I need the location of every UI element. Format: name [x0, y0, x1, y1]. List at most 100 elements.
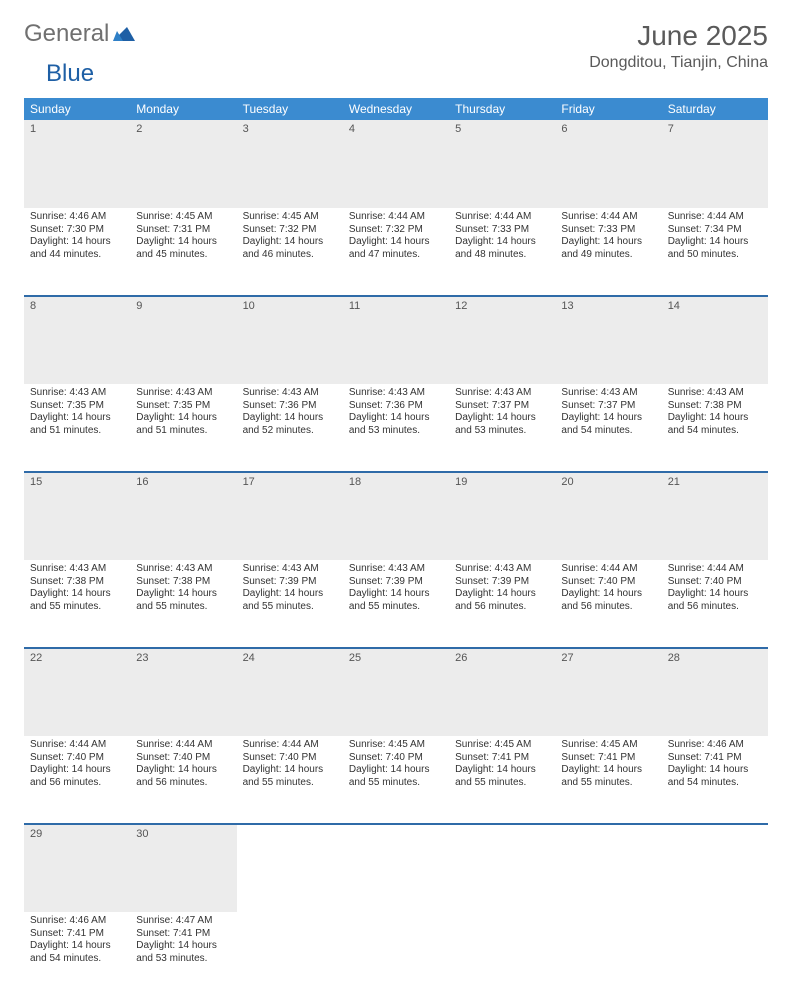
day-ss: Sunset: 7:34 PM	[668, 224, 762, 237]
day-sr: Sunrise: 4:44 AM	[243, 739, 337, 752]
dayname-header-row: Sunday Monday Tuesday Wednesday Thursday…	[24, 98, 768, 120]
day-ss: Sunset: 7:39 PM	[455, 576, 549, 589]
day-d1: Daylight: 14 hours	[243, 236, 337, 249]
day-sr: Sunrise: 4:43 AM	[243, 387, 337, 400]
day-ss: Sunset: 7:41 PM	[30, 928, 124, 941]
day-sr: Sunrise: 4:44 AM	[455, 211, 549, 224]
calendar-table: Sunday Monday Tuesday Wednesday Thursday…	[24, 98, 768, 1000]
day-content-cell: Sunrise: 4:44 AMSunset: 7:33 PMDaylight:…	[449, 208, 555, 296]
day-number-cell: 19	[449, 472, 555, 560]
day-content-cell: Sunrise: 4:43 AMSunset: 7:38 PMDaylight:…	[662, 384, 768, 472]
day-number-cell	[449, 824, 555, 912]
day-sr: Sunrise: 4:44 AM	[349, 211, 443, 224]
day-d1: Daylight: 14 hours	[243, 764, 337, 777]
day-ss: Sunset: 7:39 PM	[349, 576, 443, 589]
day-sr: Sunrise: 4:43 AM	[349, 387, 443, 400]
day-sr: Sunrise: 4:43 AM	[243, 563, 337, 576]
day-ss: Sunset: 7:41 PM	[561, 752, 655, 765]
day-content-cell: Sunrise: 4:43 AMSunset: 7:36 PMDaylight:…	[237, 384, 343, 472]
day-ss: Sunset: 7:38 PM	[30, 576, 124, 589]
day-content-cell: Sunrise: 4:44 AMSunset: 7:34 PMDaylight:…	[662, 208, 768, 296]
day-ss: Sunset: 7:40 PM	[136, 752, 230, 765]
day-d1: Daylight: 14 hours	[136, 412, 230, 425]
day-d1: Daylight: 14 hours	[349, 412, 443, 425]
day-ss: Sunset: 7:38 PM	[136, 576, 230, 589]
day-d1: Daylight: 14 hours	[561, 236, 655, 249]
day-sr: Sunrise: 4:43 AM	[668, 387, 762, 400]
dayname-fri: Friday	[555, 98, 661, 120]
day-d2: and 48 minutes.	[455, 249, 549, 262]
day-d1: Daylight: 14 hours	[136, 236, 230, 249]
day-d1: Daylight: 14 hours	[30, 412, 124, 425]
day-d2: and 55 minutes.	[349, 601, 443, 614]
day-d2: and 51 minutes.	[30, 425, 124, 438]
day-sr: Sunrise: 4:45 AM	[136, 211, 230, 224]
day-d1: Daylight: 14 hours	[30, 940, 124, 953]
day-d2: and 49 minutes.	[561, 249, 655, 262]
day-content-cell: Sunrise: 4:45 AMSunset: 7:41 PMDaylight:…	[449, 736, 555, 824]
day-d2: and 52 minutes.	[243, 425, 337, 438]
day-sr: Sunrise: 4:44 AM	[136, 739, 230, 752]
day-ss: Sunset: 7:41 PM	[668, 752, 762, 765]
day-content-cell	[555, 912, 661, 1000]
day-sr: Sunrise: 4:45 AM	[561, 739, 655, 752]
day-ss: Sunset: 7:40 PM	[668, 576, 762, 589]
day-d2: and 53 minutes.	[349, 425, 443, 438]
dayname-tue: Tuesday	[237, 98, 343, 120]
day-number-cell: 1	[24, 120, 130, 208]
day-d1: Daylight: 14 hours	[455, 588, 549, 601]
day-number-cell: 13	[555, 296, 661, 384]
day-number-cell: 18	[343, 472, 449, 560]
day-sr: Sunrise: 4:45 AM	[455, 739, 549, 752]
day-ss: Sunset: 7:33 PM	[455, 224, 549, 237]
day-d1: Daylight: 14 hours	[455, 412, 549, 425]
day-d2: and 56 minutes.	[561, 601, 655, 614]
location-subtitle: Dongditou, Tianjin, China	[589, 54, 768, 72]
daynum-row: 22232425262728	[24, 648, 768, 736]
day-content-cell: Sunrise: 4:43 AMSunset: 7:39 PMDaylight:…	[449, 560, 555, 648]
day-number-cell	[662, 824, 768, 912]
day-ss: Sunset: 7:33 PM	[561, 224, 655, 237]
day-number-cell: 11	[343, 296, 449, 384]
day-d1: Daylight: 14 hours	[561, 412, 655, 425]
day-content-row: Sunrise: 4:46 AMSunset: 7:30 PMDaylight:…	[24, 208, 768, 296]
day-d1: Daylight: 14 hours	[30, 588, 124, 601]
day-d1: Daylight: 14 hours	[136, 764, 230, 777]
day-ss: Sunset: 7:36 PM	[243, 400, 337, 413]
day-number-cell: 20	[555, 472, 661, 560]
day-d2: and 55 minutes.	[455, 777, 549, 790]
day-d2: and 55 minutes.	[243, 601, 337, 614]
day-d2: and 55 minutes.	[349, 777, 443, 790]
day-ss: Sunset: 7:35 PM	[30, 400, 124, 413]
day-content-cell: Sunrise: 4:43 AMSunset: 7:38 PMDaylight:…	[130, 560, 236, 648]
dayname-sat: Saturday	[662, 98, 768, 120]
day-sr: Sunrise: 4:45 AM	[349, 739, 443, 752]
daynum-row: 2930	[24, 824, 768, 912]
day-ss: Sunset: 7:39 PM	[243, 576, 337, 589]
day-ss: Sunset: 7:38 PM	[668, 400, 762, 413]
day-number-cell: 9	[130, 296, 236, 384]
day-d1: Daylight: 14 hours	[668, 764, 762, 777]
day-sr: Sunrise: 4:43 AM	[30, 387, 124, 400]
day-number-cell: 15	[24, 472, 130, 560]
day-ss: Sunset: 7:40 PM	[243, 752, 337, 765]
day-d2: and 55 minutes.	[136, 601, 230, 614]
day-content-cell: Sunrise: 4:45 AMSunset: 7:40 PMDaylight:…	[343, 736, 449, 824]
day-sr: Sunrise: 4:44 AM	[561, 563, 655, 576]
day-ss: Sunset: 7:40 PM	[30, 752, 124, 765]
day-ss: Sunset: 7:32 PM	[243, 224, 337, 237]
day-number-cell: 10	[237, 296, 343, 384]
logo-mark-icon	[113, 20, 135, 48]
day-number-cell	[237, 824, 343, 912]
day-number-cell: 3	[237, 120, 343, 208]
day-d2: and 53 minutes.	[136, 953, 230, 966]
day-number-cell: 29	[24, 824, 130, 912]
day-d1: Daylight: 14 hours	[668, 588, 762, 601]
day-ss: Sunset: 7:37 PM	[455, 400, 549, 413]
day-ss: Sunset: 7:40 PM	[349, 752, 443, 765]
day-sr: Sunrise: 4:46 AM	[30, 211, 124, 224]
day-sr: Sunrise: 4:44 AM	[668, 563, 762, 576]
day-sr: Sunrise: 4:43 AM	[561, 387, 655, 400]
logo-text-general: General	[24, 20, 109, 48]
day-sr: Sunrise: 4:43 AM	[349, 563, 443, 576]
